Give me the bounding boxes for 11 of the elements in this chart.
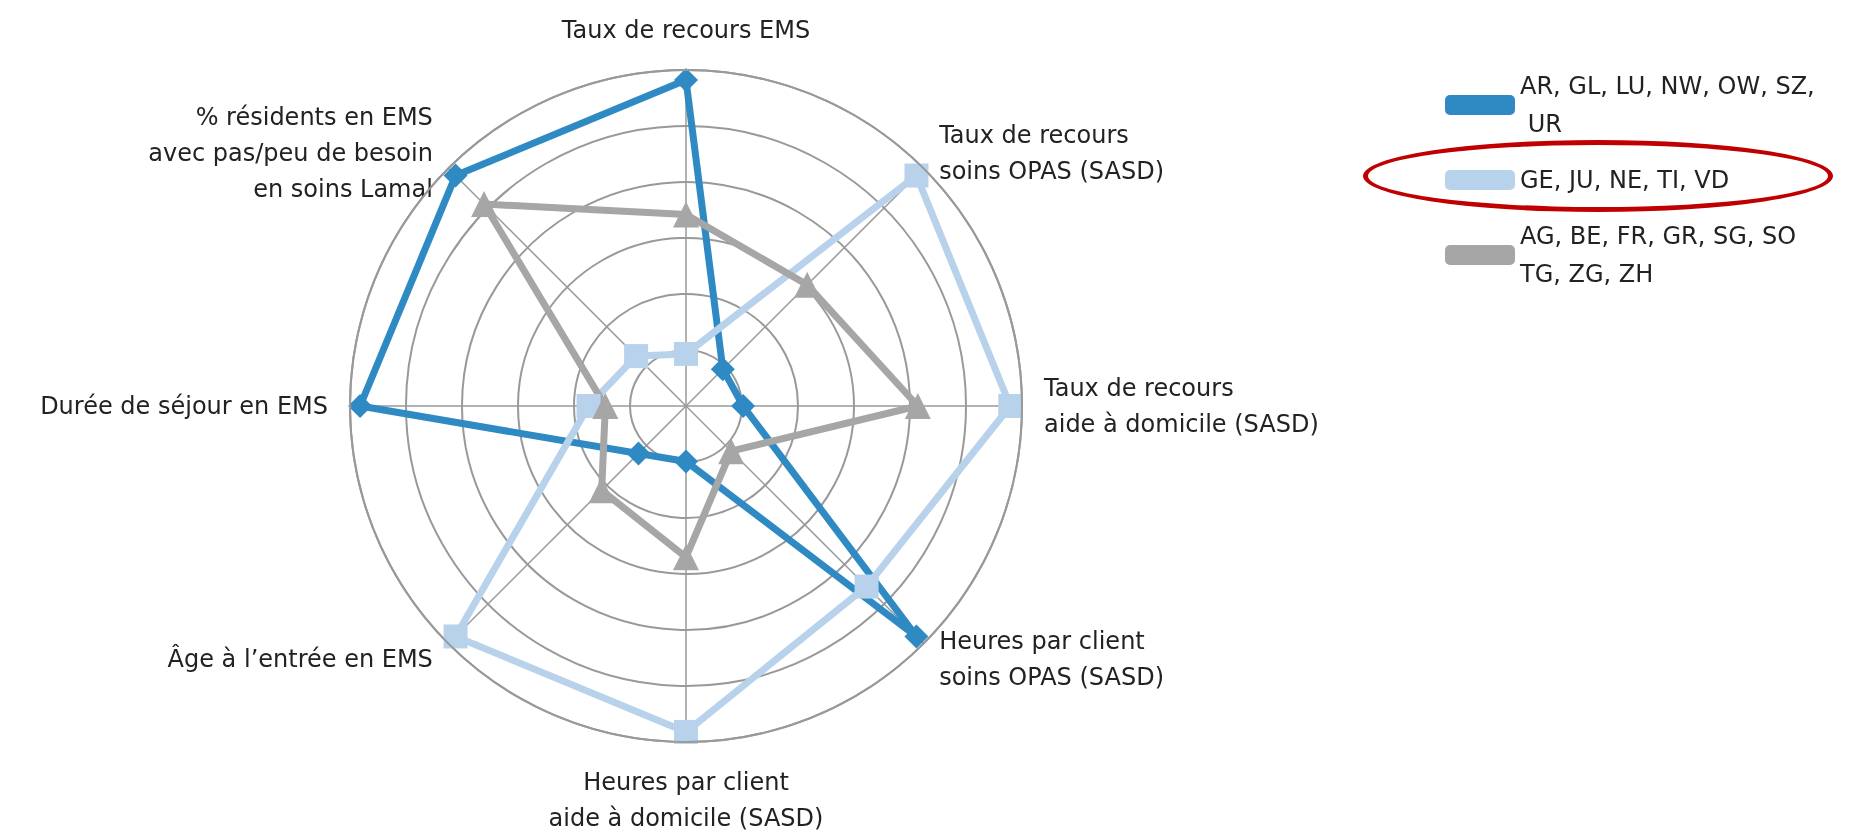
spoke-label: Taux de recours aide à domicile (SASD): [1043, 374, 1319, 438]
legend-label: AG, BE, FR, GR, SG, SO TG, ZG, ZH: [1519, 222, 1804, 288]
spoke-label: Âge à l’entrée en EMS: [167, 644, 433, 674]
spoke-label: Heures par client soins OPAS (SASD): [939, 627, 1164, 692]
legend-label: GE, JU, NE, TI, VD: [1520, 166, 1730, 194]
spoke-label: % résidents en EMS avec pas/peu de besoin en soins Lamal: [148, 102, 433, 203]
spoke-label: Heures par client aide à domicile (SASD): [548, 768, 824, 832]
spoke-label: Taux de recours EMS: [560, 16, 811, 44]
spoke-label: Taux de recours soins OPAS (SASD): [938, 120, 1164, 185]
legend-label: AR, GL, LU, NW, OW, SZ, UR: [1520, 72, 1815, 138]
spoke-label: Durée de séjour en EMS: [40, 392, 328, 420]
